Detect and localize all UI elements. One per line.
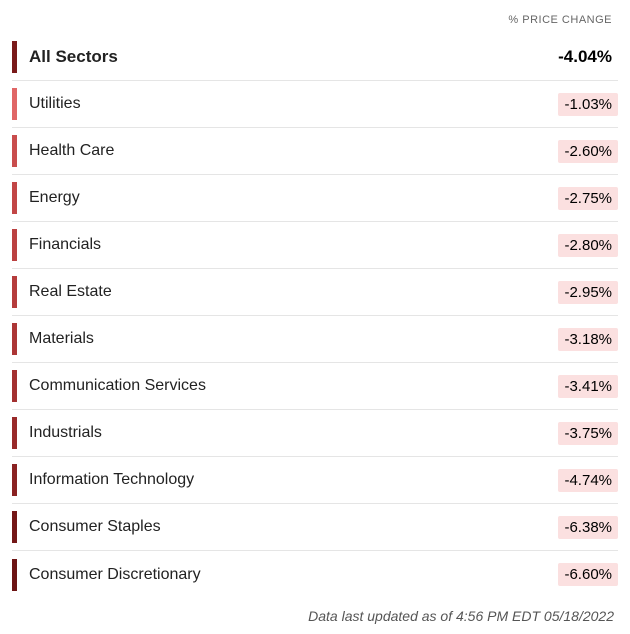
sector-row[interactable]: Materials-3.18% bbox=[12, 316, 618, 363]
sector-value: -3.75% bbox=[558, 422, 618, 445]
sector-label: Energy bbox=[29, 189, 558, 207]
sector-tick bbox=[12, 276, 17, 308]
sector-tick bbox=[12, 417, 17, 449]
sector-value: -6.60% bbox=[558, 563, 618, 586]
sector-tick bbox=[12, 88, 17, 120]
sector-label: Consumer Discretionary bbox=[29, 566, 558, 584]
sector-row[interactable]: Financials-2.80% bbox=[12, 222, 618, 269]
sector-row[interactable]: Energy-2.75% bbox=[12, 175, 618, 222]
sector-label: Industrials bbox=[29, 424, 558, 442]
sector-tick bbox=[12, 559, 17, 591]
sector-row[interactable]: Communication Services-3.41% bbox=[12, 363, 618, 410]
label-all-sectors: All Sectors bbox=[29, 47, 552, 67]
sector-value: -2.95% bbox=[558, 281, 618, 304]
sector-row[interactable]: Real Estate-2.95% bbox=[12, 269, 618, 316]
sector-value: -2.80% bbox=[558, 234, 618, 257]
sector-label: Health Care bbox=[29, 142, 558, 160]
sector-value: -3.41% bbox=[558, 375, 618, 398]
sector-tick bbox=[12, 182, 17, 214]
sector-value: -4.74% bbox=[558, 469, 618, 492]
sector-value: -2.75% bbox=[558, 187, 618, 210]
value-all-sectors: -4.04% bbox=[552, 44, 618, 70]
sector-label: Consumer Staples bbox=[29, 518, 558, 536]
sector-row[interactable]: Utilities-1.03% bbox=[12, 81, 618, 128]
sector-row[interactable]: Industrials-3.75% bbox=[12, 410, 618, 457]
sector-value: -2.60% bbox=[558, 140, 618, 163]
sector-row[interactable]: Information Technology-4.74% bbox=[12, 457, 618, 504]
row-all-sectors[interactable]: All Sectors -4.04% bbox=[12, 34, 618, 81]
sector-tick bbox=[12, 323, 17, 355]
data-timestamp: Data last updated as of 4:56 PM EDT 05/1… bbox=[12, 598, 618, 624]
sector-tick bbox=[12, 135, 17, 167]
sector-row[interactable]: Health Care-2.60% bbox=[12, 128, 618, 175]
sector-label: Information Technology bbox=[29, 471, 558, 489]
sector-value: -6.38% bbox=[558, 516, 618, 539]
sector-tick bbox=[12, 370, 17, 402]
sector-row[interactable]: Consumer Discretionary-6.60% bbox=[12, 551, 618, 598]
sector-value: -3.18% bbox=[558, 328, 618, 351]
sector-label: Materials bbox=[29, 330, 558, 348]
sector-row[interactable]: Consumer Staples-6.38% bbox=[12, 504, 618, 551]
sector-tick bbox=[12, 511, 17, 543]
sector-label: Real Estate bbox=[29, 283, 558, 301]
sector-tick bbox=[12, 229, 17, 261]
sector-label: Communication Services bbox=[29, 377, 558, 395]
sector-value: -1.03% bbox=[558, 93, 618, 116]
tick-all-sectors bbox=[12, 41, 17, 73]
sector-tick bbox=[12, 464, 17, 496]
column-header-price-change: % PRICE CHANGE bbox=[12, 10, 618, 34]
sector-label: Utilities bbox=[29, 95, 558, 113]
sector-label: Financials bbox=[29, 236, 558, 254]
